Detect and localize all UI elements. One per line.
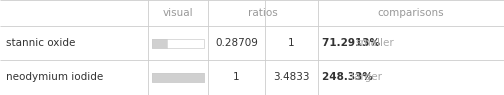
Text: larger: larger: [351, 72, 383, 82]
Text: neodymium iodide: neodymium iodide: [6, 72, 103, 82]
Text: comparisons: comparisons: [377, 8, 445, 18]
Bar: [152, 73, 204, 82]
Text: 1: 1: [288, 38, 295, 48]
Text: stannic oxide: stannic oxide: [6, 38, 76, 48]
Text: ratios: ratios: [248, 8, 278, 18]
Bar: [152, 38, 167, 48]
Bar: [152, 38, 167, 48]
Text: 3.4833: 3.4833: [273, 72, 310, 82]
Bar: [152, 73, 204, 82]
Text: visual: visual: [163, 8, 194, 18]
Text: 0.28709: 0.28709: [215, 38, 258, 48]
Text: 1: 1: [233, 72, 240, 82]
Text: smaller: smaller: [355, 38, 394, 48]
Text: 248.33%: 248.33%: [322, 72, 376, 82]
Bar: [152, 73, 204, 82]
Bar: [152, 38, 204, 48]
Text: 71.2913%: 71.2913%: [322, 38, 384, 48]
